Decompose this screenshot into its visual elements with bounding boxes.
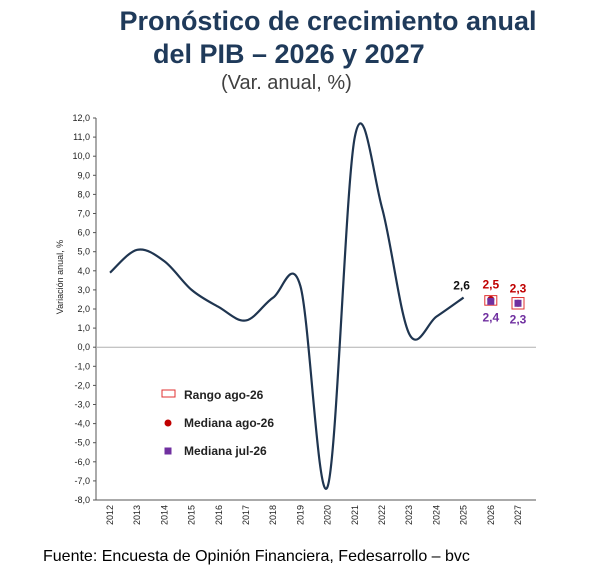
x-tick-label: 2022	[377, 505, 387, 525]
y-tick-label: -3,0	[74, 400, 90, 410]
x-tick-label: 2014	[159, 505, 169, 525]
y-tick-label: 5,0	[77, 247, 90, 257]
y-tick-label: -1,0	[74, 361, 90, 371]
chart-title-line2: del PIB – 2026 y 2027	[153, 39, 425, 69]
x-tick-label: 2021	[350, 505, 360, 525]
y-tick-label: -5,0	[74, 438, 90, 448]
data-label: 2,3	[510, 281, 527, 295]
x-tick-label: 2026	[486, 505, 496, 525]
y-tick-label: 0,0	[77, 342, 90, 352]
data-labels-group: 2,6 2,5 2,3 2,4 2,3	[453, 277, 526, 326]
series-group	[109, 122, 525, 490]
x-tick-label: 2024	[431, 505, 441, 525]
x-tick-label: 2020	[323, 505, 333, 525]
chart-subtitle: (Var. anual, %)	[221, 72, 352, 94]
x-tick-label: 2018	[268, 505, 278, 525]
x-tick-label: 2019	[295, 505, 305, 525]
legend: Rango ago-26 Mediana ago-26 Mediana jul-26	[161, 388, 274, 458]
y-tick-label: 4,0	[77, 266, 90, 276]
x-tick-label: 2023	[404, 505, 414, 525]
data-label: 2,4	[482, 310, 499, 324]
y-tick-label: -4,0	[74, 419, 90, 429]
y-tick-label: 12,0	[72, 113, 90, 123]
legend-median-jul-swatch	[164, 447, 172, 455]
x-tick-label: 2012	[105, 505, 115, 525]
y-tick-label: 10,0	[72, 151, 90, 161]
y-tick-label: -2,0	[74, 380, 90, 390]
x-tick-label: 2017	[241, 505, 251, 525]
x-tick-label: 2015	[187, 505, 197, 525]
legend-range-swatch	[161, 389, 176, 398]
x-tick-label: 2025	[459, 505, 469, 525]
median-jul-point	[514, 299, 522, 307]
legend-label: Mediana ago-26	[184, 416, 274, 430]
source-note: Fuente: Encuesta de Opinión Financiera, …	[43, 548, 470, 565]
y-tick-label: 6,0	[77, 228, 90, 238]
x-tick-label: 2013	[132, 505, 142, 525]
median-jul-point	[487, 297, 495, 305]
data-label: 2,3	[510, 312, 527, 326]
y-axis-label: Variación anual, %	[55, 240, 65, 314]
legend-median-aug-swatch	[164, 419, 172, 427]
y-tick-label: 11,0	[73, 132, 90, 142]
y-tick-label: 1,0	[77, 323, 90, 333]
y-tick-label: 8,0	[77, 189, 90, 199]
x-axis: 2012 2013 2014 2015 2016 2017 2018 2019 2020 2021…	[96, 499, 536, 525]
chart-title-line1: Pronóstico de crecimiento anual	[119, 6, 537, 36]
y-tick-label: -8,0	[74, 495, 90, 505]
data-label: 2,6	[453, 279, 470, 293]
y-axis: 12,0 11,0 10,0 9,0 8,0 7,0 6,0 5,0 4,0 3,0 2,0 1,0 0…	[55, 113, 97, 505]
y-tick-label: -7,0	[74, 476, 90, 486]
y-tick-label: 3,0	[77, 285, 90, 295]
y-tick-label: 2,0	[77, 304, 90, 314]
y-tick-label: 7,0	[77, 209, 90, 219]
y-tick-label: 9,0	[77, 170, 90, 180]
gdp-growth-line	[109, 122, 465, 490]
x-tick-label: 2027	[513, 505, 523, 525]
x-tick-label: 2016	[214, 505, 224, 525]
y-tick-label: -6,0	[74, 457, 90, 467]
legend-label: Rango ago-26	[184, 388, 264, 402]
data-label: 2,5	[482, 277, 499, 291]
legend-label: Mediana jul-26	[184, 444, 267, 458]
